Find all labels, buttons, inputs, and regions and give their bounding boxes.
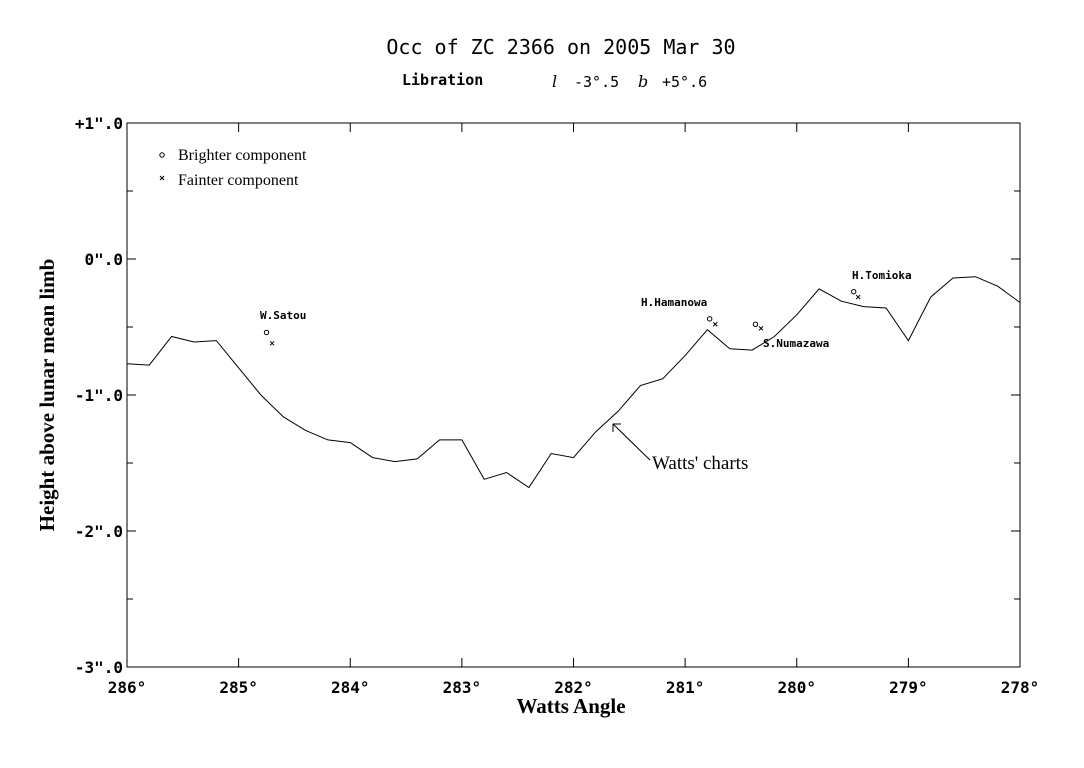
legend-brighter-label: Brighter component (178, 147, 307, 164)
fainter-component-marker (855, 294, 861, 300)
y-tick-label: -2".0 (75, 522, 123, 541)
y-tick-label: +1".0 (75, 114, 123, 133)
y-axis-ticks: +1".0 0".0 -1".0 -2".0 -3".0 (75, 114, 1020, 677)
x-tick-label: 280° (777, 678, 816, 697)
fainter-component-marker (758, 326, 764, 331)
y-tick-label: 0".0 (84, 250, 123, 269)
observer-label-tomioka: H.Tomioka (852, 269, 912, 282)
watts-profile-line (126, 276, 1021, 489)
x-tick-label: 278° (1001, 678, 1040, 697)
x-tick-label: 281° (666, 678, 705, 697)
libration-b-value: +5°.6 (662, 73, 707, 91)
libration-l-name: l (552, 72, 557, 91)
x-tick-label: 286° (108, 678, 147, 697)
brighter-component-marker (263, 329, 270, 336)
observer-label-hamanowa: H.Hamanowa (641, 296, 707, 309)
x-tick-label: 285° (219, 678, 258, 697)
y-tick-label: -1".0 (75, 386, 123, 405)
brighter-component-marker (752, 321, 759, 327)
x-axis-label: Watts Angle (516, 694, 625, 718)
x-axis-ticks: 286° 285° 284° 283° 282° 281° 280° 279° 278° (108, 123, 1040, 697)
x-tick-label: 283° (443, 678, 482, 697)
legend-fainter-marker (159, 175, 165, 181)
observer-label-numazawa: S.Numazawa (763, 337, 829, 350)
libration-l-value: -3°.5 (574, 73, 619, 91)
chart-title: Occ of ZC 2366 on 2005 Mar 30 (386, 35, 735, 59)
y-tick-label: -3".0 (75, 658, 123, 677)
legend: Brighter component Fainter component (159, 147, 307, 189)
libration-label: Libration (402, 71, 483, 89)
observer-label-satou: W.Satou (260, 309, 306, 322)
legend-brighter-marker (159, 152, 165, 158)
x-tick-label: 279° (889, 678, 928, 697)
x-tick-label: 284° (331, 678, 370, 697)
x-tick-label: 282° (554, 678, 593, 697)
fainter-component-marker (269, 340, 275, 346)
y-axis-label: Height above lunar mean limb (35, 259, 59, 532)
legend-fainter-label: Fainter component (178, 172, 299, 189)
libration-b-name: b (638, 72, 648, 91)
brighter-component-marker (706, 316, 713, 322)
brighter-component-marker (850, 288, 857, 295)
fainter-component-marker (712, 321, 718, 327)
observer-markers (263, 288, 861, 346)
watts-annotation-arrow (612, 423, 651, 461)
watts-annotation-label: Watts' charts (652, 453, 748, 474)
